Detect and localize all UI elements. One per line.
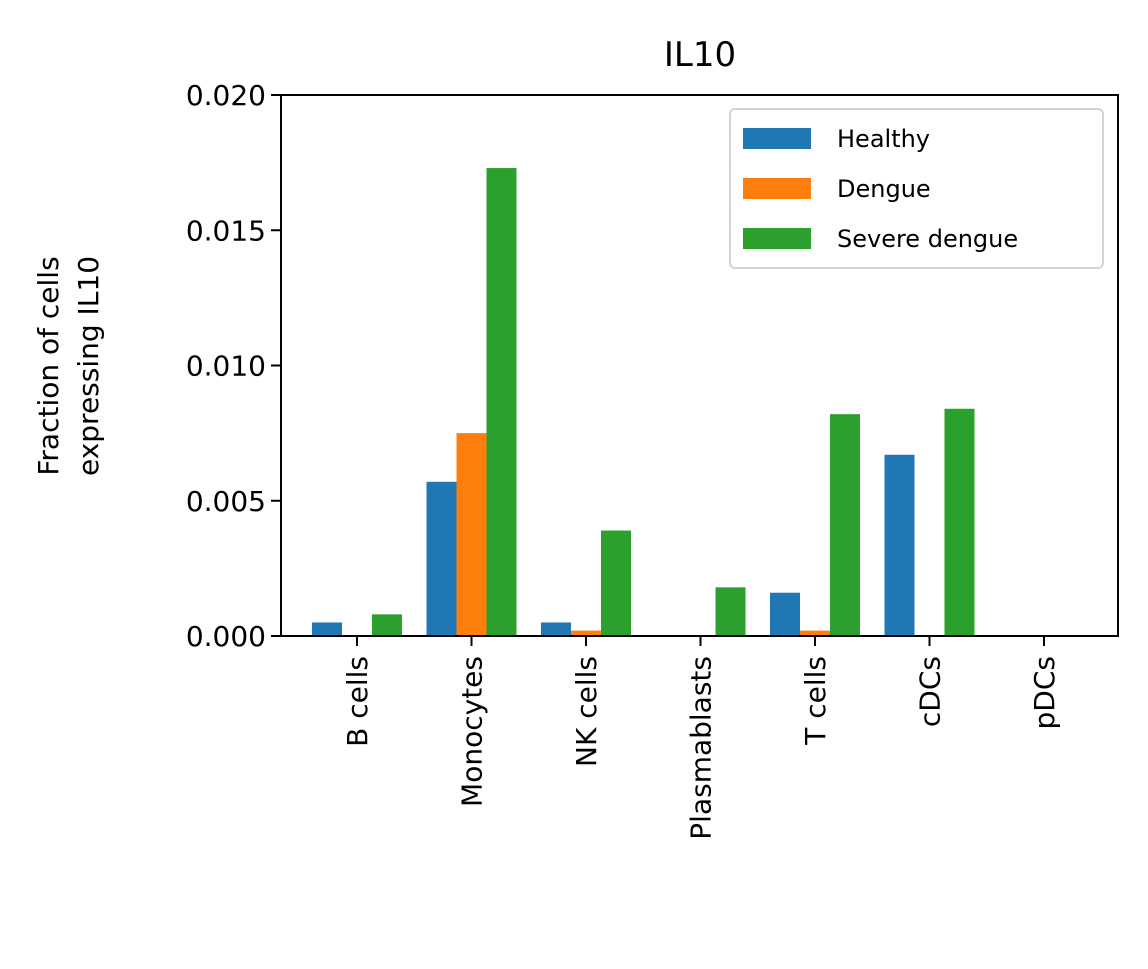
- bar-healthy-nk-cells: [541, 622, 571, 636]
- bar-healthy-cdcs: [884, 454, 915, 636]
- y-tick-label: 0.015: [186, 214, 266, 247]
- bar-severe-dengue-monocytes: [486, 168, 517, 637]
- bar-healthy-monocytes: [426, 481, 457, 636]
- y-tick-label: 0.000: [186, 620, 266, 653]
- legend: Healthy Dengue Severe dengue: [729, 108, 1104, 269]
- legend-label: Dengue: [837, 175, 931, 203]
- x-tick-label: Plasmablasts: [685, 656, 718, 840]
- bar-severe-dengue-t-cells: [830, 414, 860, 636]
- axes-group: 0.000 0.005 0.010 0.015 0.020 B cells Monocyte…: [186, 79, 1119, 840]
- legend-swatch: [743, 228, 811, 249]
- x-tick-label: pDCs: [1028, 656, 1061, 729]
- legend-label: Healthy: [837, 125, 930, 153]
- bar-dengue-nk-cells: [571, 630, 601, 636]
- bar-severe-dengue-cdcs: [944, 408, 975, 636]
- bar-severe-dengue-plasmablasts: [715, 587, 746, 636]
- bar-severe-dengue-nk-cells: [601, 530, 631, 636]
- bar-severe-dengue-b-cells: [372, 614, 402, 636]
- y-tick-label: 0.010: [186, 350, 266, 383]
- bar-healthy-t-cells: [770, 592, 800, 636]
- x-tick-label: B cells: [341, 656, 374, 747]
- y-axis-label-line-2: expressing IL10: [72, 256, 105, 476]
- y-tick-label: 0.005: [186, 485, 266, 518]
- legend-swatch: [743, 178, 811, 199]
- y-axis-label-line-1: Fraction of cells: [32, 256, 65, 475]
- x-tick-label: cDCs: [914, 656, 947, 727]
- bar-dengue-t-cells: [800, 630, 830, 636]
- legend-label: Severe dengue: [837, 225, 1018, 253]
- y-tick-label: 0.020: [186, 79, 266, 112]
- bars-group: [312, 168, 975, 637]
- bar-healthy-b-cells: [312, 622, 342, 636]
- bar-dengue-monocytes: [456, 433, 487, 637]
- x-tick-label: NK cells: [570, 656, 603, 767]
- x-tick-label: T cells: [799, 656, 832, 746]
- legend-box: [729, 108, 1104, 269]
- chart-title: IL10: [664, 35, 736, 75]
- x-tick-label: Monocytes: [456, 656, 489, 807]
- legend-swatch: [743, 128, 811, 149]
